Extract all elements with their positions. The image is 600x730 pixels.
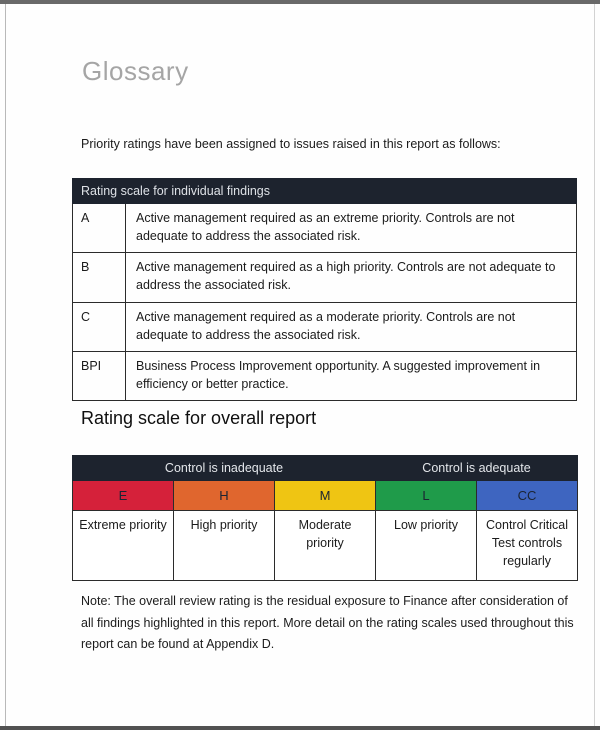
table-row: C Active management required as a modera… [72,301,577,352]
rating-description: Active management required as a high pri… [125,252,577,303]
rating-code-cell: H [173,480,275,511]
rating-code-cell: CC [476,480,578,511]
rating-code-cell: L [375,480,477,511]
note-paragraph: Note: The overall review rating is the r… [81,594,574,652]
rating-code: BPI [72,350,126,402]
intro-paragraph: Priority ratings have been assigned to i… [81,137,501,151]
rating-code-row: E H M L CC [72,480,578,511]
rating-label-cell: Extreme priority [72,510,174,581]
overall-rating-table: Control is inadequate Control is adequat… [72,455,578,581]
table-row: B Active management required as a high p… [72,252,577,303]
rating-code: C [72,301,126,352]
rating-label-cell: High priority [173,510,275,581]
table-row: A Active management required as an extre… [72,202,577,254]
rating-code-cell: M [274,480,376,511]
rating-code-cell: E [72,480,174,511]
rating-label-cell: Moderate priority [274,510,376,581]
rating-description: Active management required as an extreme… [125,202,577,254]
page-edge-bottom [0,726,600,730]
rating-label-row: Extreme priority High priority Moderate … [72,510,578,581]
group-header-adequate: Control is adequate [375,455,578,481]
rating-code: B [72,252,126,303]
group-header-row: Control is inadequate Control is adequat… [72,455,578,481]
page-title: Glossary [82,56,189,86]
rating-description: Active management required as a moderate… [125,301,577,352]
rating-label-cell: Control Critical Test controls regularly [476,510,578,581]
rating-label-cell: Low priority [375,510,477,581]
group-header-inadequate: Control is inadequate [72,455,376,481]
rating-description: Business Process Improvement opportunity… [125,350,577,402]
page-edge-top [0,0,600,4]
page-edge-right [594,4,595,726]
findings-rating-table: Rating scale for individual findings A A… [72,178,577,402]
findings-table-header: Rating scale for individual findings [72,178,577,204]
findings-header-row: Rating scale for individual findings [72,178,577,204]
page-edge-left [5,4,6,726]
table-row: BPI Business Process Improvement opportu… [72,350,577,402]
rating-code: A [72,202,126,254]
overall-section-heading: Rating scale for overall report [81,408,317,428]
